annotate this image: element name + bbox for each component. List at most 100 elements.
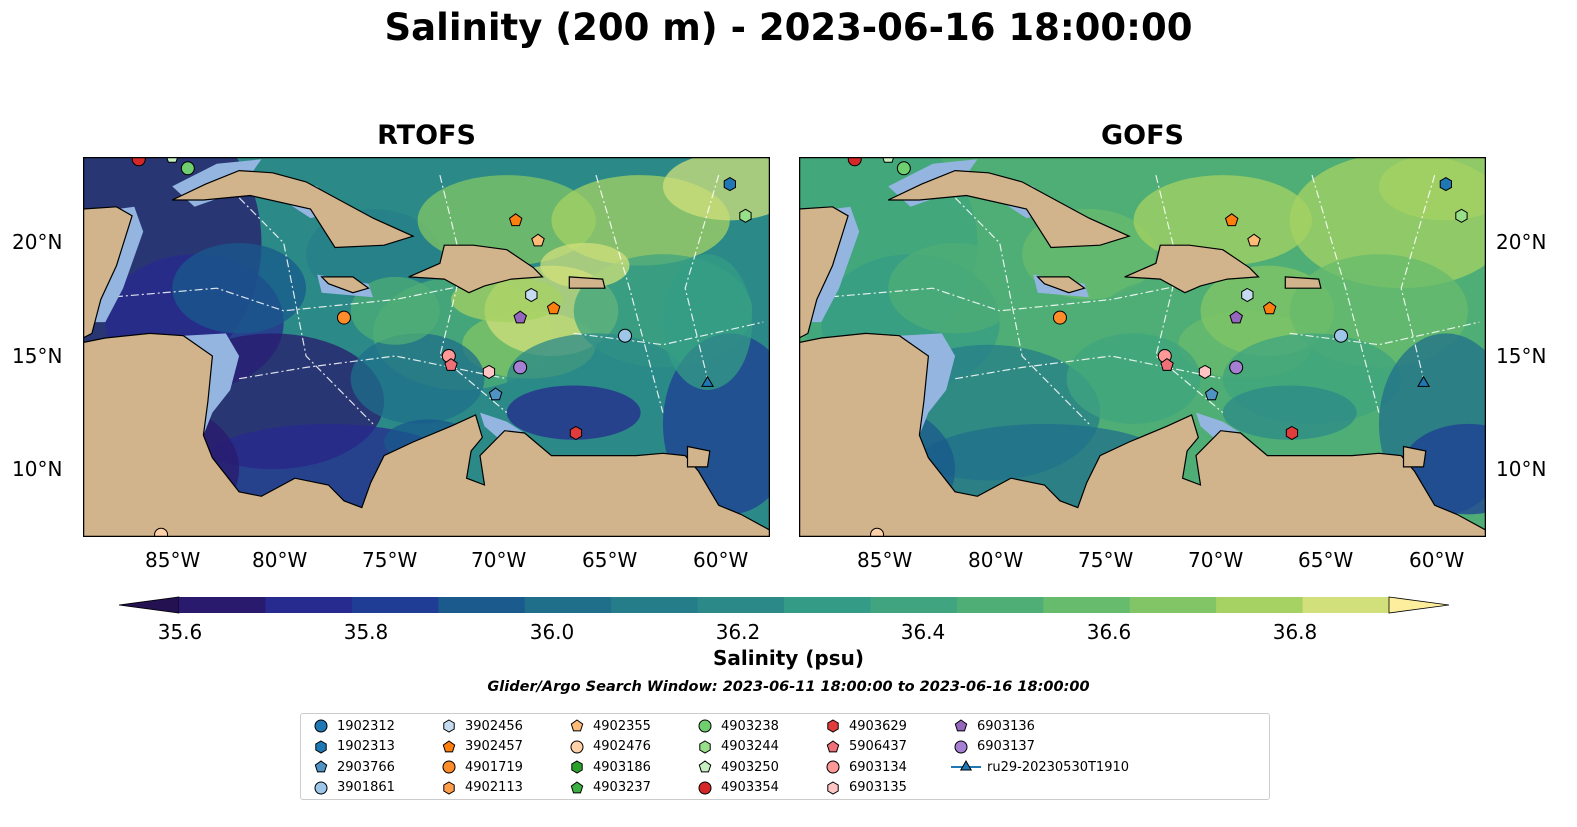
y-tick-label: 10°N [1496, 457, 1547, 481]
float-marker-3902457 [1224, 213, 1239, 227]
legend-label: ru29-20230530T1910 [987, 759, 1130, 775]
float-marker-4903250 [882, 157, 895, 163]
legend-entry: 4903244 [695, 737, 779, 757]
legend-entry: 4901719 [439, 757, 523, 777]
float-marker-6903137 [1229, 360, 1244, 375]
salinity-patch [506, 385, 641, 440]
float-marker-6903136 [1229, 310, 1243, 324]
land-mass [1036, 276, 1086, 294]
float-marker-4901719 [1052, 310, 1067, 325]
salinity-patch [1222, 385, 1357, 440]
legend-marker [570, 719, 584, 732]
float-marker-2903766 [1204, 387, 1219, 401]
legend-entry: 6903136 [951, 716, 1035, 736]
x-tick-label: 60°W [693, 548, 749, 572]
colorbar-tick-label: 36.0 [529, 620, 575, 644]
land-mass [408, 244, 544, 294]
colorbar-tick-label: 36.8 [1272, 620, 1318, 644]
legend-label: 4903250 [721, 759, 779, 775]
colorbar-bin [870, 597, 958, 613]
colorbar-tick-label: 36.4 [900, 620, 946, 644]
salinity-patch [662, 157, 770, 221]
colorbar-bin [1043, 597, 1131, 613]
float-marker-4903238 [180, 161, 195, 176]
eez-boundary [1155, 174, 1224, 414]
salinity-patch [662, 254, 753, 390]
colorbar-bin [1129, 597, 1217, 613]
colorbar-bin [611, 597, 698, 613]
land-mass [1124, 244, 1260, 294]
legend-label: 4903244 [721, 739, 779, 754]
float-marker-4903238 [896, 161, 911, 176]
legend-marker [827, 780, 839, 795]
legend-marker [826, 739, 840, 752]
colorbar-extend-high [1388, 596, 1450, 614]
legend-marker [442, 760, 456, 774]
salinity-patch [1378, 157, 1486, 221]
colorbar-tick-label: 36.6 [1086, 620, 1132, 644]
float-marker-3902456 [525, 287, 538, 303]
colorbar-bin [265, 597, 353, 613]
land-mass [568, 276, 606, 289]
legend-entry: 2903766 [311, 757, 395, 777]
legend-entry: 4903250 [695, 757, 779, 777]
colorbar-bin [524, 597, 612, 613]
colorbar-tick-label: 36.2 [715, 620, 761, 644]
x-tick-label: 80°W [968, 548, 1024, 572]
colorbar-bin [179, 597, 266, 613]
legend-marker [443, 719, 455, 733]
float-marker-4902476 [870, 527, 885, 537]
legend-label: 6903136 [977, 718, 1035, 734]
colorbar-bin [956, 597, 1044, 613]
x-tick-label: 60°W [1409, 548, 1465, 572]
legend-entry: 4903629 [823, 716, 907, 736]
search-window-note: Glider/Argo Search Window: 2023-06-11 18… [487, 679, 1090, 695]
float-marker-6903135 [1198, 364, 1212, 379]
panel-title-gofs: GOFS [1100, 120, 1184, 151]
legend-label: 4903237 [593, 780, 651, 795]
x-tick-label: 85°W [145, 548, 201, 572]
float-marker-3901861 [618, 328, 633, 343]
eez-boundary [1400, 174, 1436, 379]
x-tick-label: 75°W [362, 548, 418, 572]
land-mass [1402, 445, 1427, 468]
x-tick-label: 70°W [471, 548, 527, 572]
legend-label: 4902476 [593, 739, 651, 754]
glider-marker [701, 375, 715, 387]
legend-label: 6903137 [977, 739, 1035, 754]
legend-marker [315, 739, 327, 754]
float-marker-6903137 [513, 360, 528, 375]
legend-marker [443, 780, 455, 795]
float-marker-3902456 [1241, 287, 1254, 303]
float-marker-6903136 [513, 310, 527, 324]
colorbar-bin [351, 597, 439, 613]
y-tick-label: 15°N [12, 344, 63, 368]
float-marker-4903250 [166, 157, 179, 163]
legend-label: 3902457 [465, 739, 523, 754]
float-marker-4902476 [154, 527, 169, 537]
float-marker-4903629 [1285, 425, 1299, 441]
float-marker-3902457 [546, 301, 561, 315]
legend-marker [699, 739, 711, 754]
land-mass [1284, 276, 1322, 289]
x-tick-label: 85°W [857, 548, 913, 572]
legend-entry: 4902113 [439, 778, 523, 798]
land-mass [171, 169, 415, 249]
legend-label: 2903766 [337, 759, 395, 775]
legend-label: 5906437 [849, 739, 907, 754]
legend-entry: 4903354 [695, 778, 779, 798]
eez-boundary [439, 174, 508, 414]
legend-label: 6903134 [849, 759, 907, 775]
land-mass [83, 206, 133, 339]
eez-boundary [684, 174, 720, 379]
land-mass [887, 169, 1131, 249]
float-marker-4902355 [1247, 233, 1261, 247]
land-mass [83, 332, 770, 537]
legend-label: 1902313 [337, 739, 395, 754]
legend-entry: 6903135 [823, 778, 907, 798]
legend-entry: ru29-20230530T1910 [951, 757, 1129, 777]
float-marker-4902355 [531, 233, 545, 247]
legend-marker [442, 739, 456, 752]
y-tick-label: 10°N [12, 457, 63, 481]
eez-boundary [216, 174, 374, 425]
